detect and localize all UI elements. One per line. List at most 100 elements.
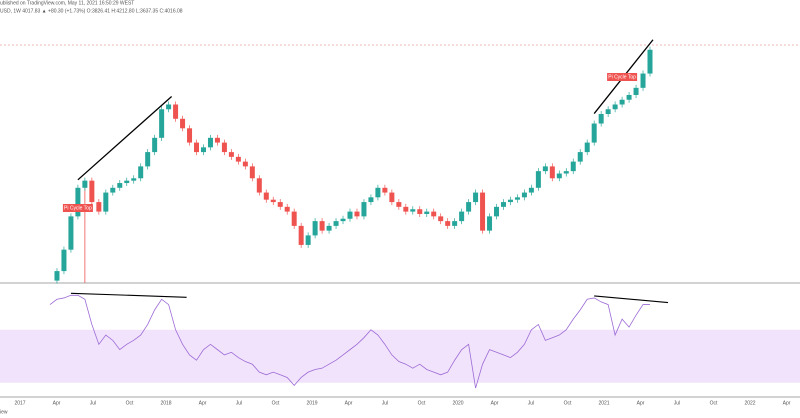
- candle: [207, 137, 213, 148]
- candle: [368, 197, 374, 203]
- candle: [305, 235, 311, 245]
- candle: [570, 161, 576, 172]
- candle: [235, 156, 241, 162]
- candle: [500, 202, 506, 207]
- candle: [382, 187, 388, 193]
- candle: [284, 206, 290, 212]
- x-tick-label: Jul: [674, 400, 680, 406]
- candle: [166, 104, 172, 110]
- candle: [117, 183, 123, 188]
- rsi-band: [0, 329, 800, 383]
- candle: [452, 221, 458, 226]
- candle: [424, 211, 430, 214]
- candle: [473, 192, 479, 203]
- candle: [89, 180, 95, 203]
- candle: [291, 211, 297, 226]
- candle: [145, 152, 151, 167]
- candle: [242, 161, 248, 167]
- annotation-box: [62, 204, 93, 212]
- x-tick-label: Apr: [637, 400, 645, 406]
- x-tick-label: Oct: [418, 400, 426, 406]
- candle: [445, 221, 451, 226]
- annotation-box: [607, 73, 638, 81]
- candle: [396, 202, 402, 207]
- candle: [417, 209, 423, 214]
- candle: [494, 206, 500, 217]
- candle: [480, 192, 486, 231]
- x-tick-label: 2018: [160, 400, 171, 406]
- candle: [563, 171, 569, 174]
- candle: [159, 109, 165, 138]
- candle: [507, 199, 513, 203]
- candle: [521, 192, 527, 198]
- x-tick-label: Jul: [90, 400, 96, 406]
- candle: [194, 142, 200, 153]
- candle: [75, 187, 81, 217]
- candle: [277, 202, 283, 207]
- x-tick-label: Jul: [528, 400, 534, 406]
- x-tick-label: Apr: [783, 400, 791, 406]
- x-tick-label: Apr: [345, 400, 353, 406]
- candle: [187, 128, 193, 143]
- candle: [556, 173, 562, 179]
- candle: [577, 152, 583, 162]
- candle: [347, 211, 353, 219]
- candle: [431, 211, 437, 217]
- candle: [103, 192, 109, 212]
- x-tick-label: Oct: [272, 400, 280, 406]
- candle: [528, 187, 534, 193]
- candle: [180, 118, 186, 129]
- candle: [312, 221, 318, 236]
- candle: [319, 221, 325, 231]
- candle: [214, 137, 220, 143]
- candle: [138, 166, 144, 179]
- candle: [535, 171, 541, 188]
- candle: [361, 202, 367, 217]
- x-tick-label: 2021: [598, 400, 609, 406]
- candle: [270, 199, 276, 203]
- candle: [61, 249, 67, 272]
- x-tick-label: Jul: [382, 400, 388, 406]
- annotation: Pi Cycle Top: [64, 205, 92, 211]
- candle: [647, 49, 653, 74]
- trend-line: [70, 292, 187, 298]
- symbol-line: USD, 1W 4017.83 ▲ +80.30 (+1.73%) O:3826…: [0, 8, 183, 14]
- candle: [96, 202, 102, 212]
- candle: [82, 180, 88, 188]
- x-tick-label: Oct: [564, 400, 572, 406]
- candle: [54, 271, 60, 281]
- candle: [326, 225, 332, 231]
- trend-line: [77, 96, 173, 181]
- x-tick-label: 2019: [306, 400, 317, 406]
- candle: [200, 147, 206, 153]
- candle: [598, 114, 604, 124]
- candle: [549, 166, 555, 179]
- candle: [438, 216, 444, 222]
- x-tick-label: Jul: [236, 400, 242, 406]
- candle: [459, 211, 465, 222]
- candle: [626, 94, 632, 100]
- candle: [619, 99, 625, 105]
- candle: [584, 142, 590, 153]
- candle: [340, 218, 346, 222]
- candle: [542, 166, 548, 172]
- candle: [298, 225, 304, 245]
- candle: [256, 178, 262, 193]
- footer-note: iew: [0, 409, 8, 415]
- x-tick-label: Apr: [199, 400, 207, 406]
- x-tick-label: 2017: [14, 400, 25, 406]
- trend-line: [594, 295, 669, 304]
- x-tick-label: Apr: [53, 400, 61, 406]
- candle: [605, 109, 611, 115]
- candle: [110, 187, 116, 193]
- rsi-line: [49, 294, 650, 389]
- candle: [389, 192, 395, 203]
- candle: [403, 206, 409, 212]
- candle: [612, 104, 618, 110]
- candle: [633, 87, 639, 95]
- candle: [333, 221, 339, 226]
- candle: [487, 216, 493, 231]
- candle: [228, 152, 234, 157]
- candle: [410, 209, 416, 212]
